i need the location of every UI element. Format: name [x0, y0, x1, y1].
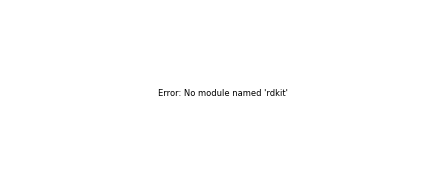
Text: Error: No module named 'rdkit': Error: No module named 'rdkit'	[158, 89, 288, 97]
